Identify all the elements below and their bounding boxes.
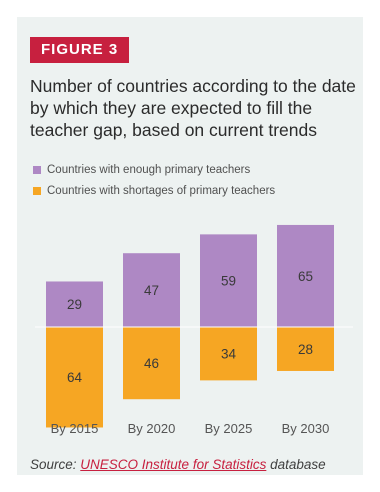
x-tick-label: By 2020: [128, 421, 176, 436]
legend-label-enough: Countries with enough primary teachers: [47, 164, 251, 176]
source-prefix: Source:: [30, 457, 81, 472]
data-label-shortage: 46: [144, 356, 159, 371]
data-label-shortage: 34: [221, 347, 237, 362]
bar-shortage: [46, 327, 103, 428]
legend: Countries with enough primary teachers C…: [33, 162, 275, 204]
data-label-enough: 47: [144, 283, 159, 298]
legend-label-shortage: Countries with shortages of primary teac…: [47, 185, 276, 197]
x-tick-label: By 2015: [51, 421, 99, 436]
source-suffix: database: [266, 457, 326, 472]
data-label-shortage: 64: [67, 370, 83, 385]
legend-swatch-enough: [33, 166, 41, 174]
source-note: Source: UNESCO Institute for Statistics …: [30, 457, 326, 472]
legend-item-shortage: Countries with shortages of primary teac…: [33, 183, 275, 199]
data-label-shortage: 28: [298, 342, 313, 357]
data-label-enough: 65: [298, 269, 313, 284]
source-link[interactable]: UNESCO Institute for Statistics: [80, 457, 267, 472]
bar-enough: [200, 234, 257, 327]
bar-shortage: [200, 327, 257, 381]
figure-card: FIGURE 3 Number of countries according t…: [17, 17, 363, 475]
chart-area: 29 64 By 2015 47 46 By 2020 59 34 By 2025 65 28 By …: [35, 224, 353, 436]
legend-swatch-shortage: [33, 187, 41, 195]
bar-enough: [123, 253, 180, 327]
bar-enough: [46, 281, 103, 327]
x-tick-label: By 2025: [205, 421, 253, 436]
bar-shortage: [123, 327, 180, 400]
data-label-enough: 59: [221, 274, 236, 289]
legend-item-enough: Countries with enough primary teachers: [33, 162, 275, 178]
x-tick-label: By 2030: [282, 421, 330, 436]
data-label-enough: 29: [67, 297, 82, 312]
bar-shortage: [277, 327, 334, 371]
chart-title: Number of countries according to the dat…: [30, 76, 356, 140]
bar-enough: [277, 224, 334, 327]
figure-label: FIGURE 3: [30, 37, 130, 63]
